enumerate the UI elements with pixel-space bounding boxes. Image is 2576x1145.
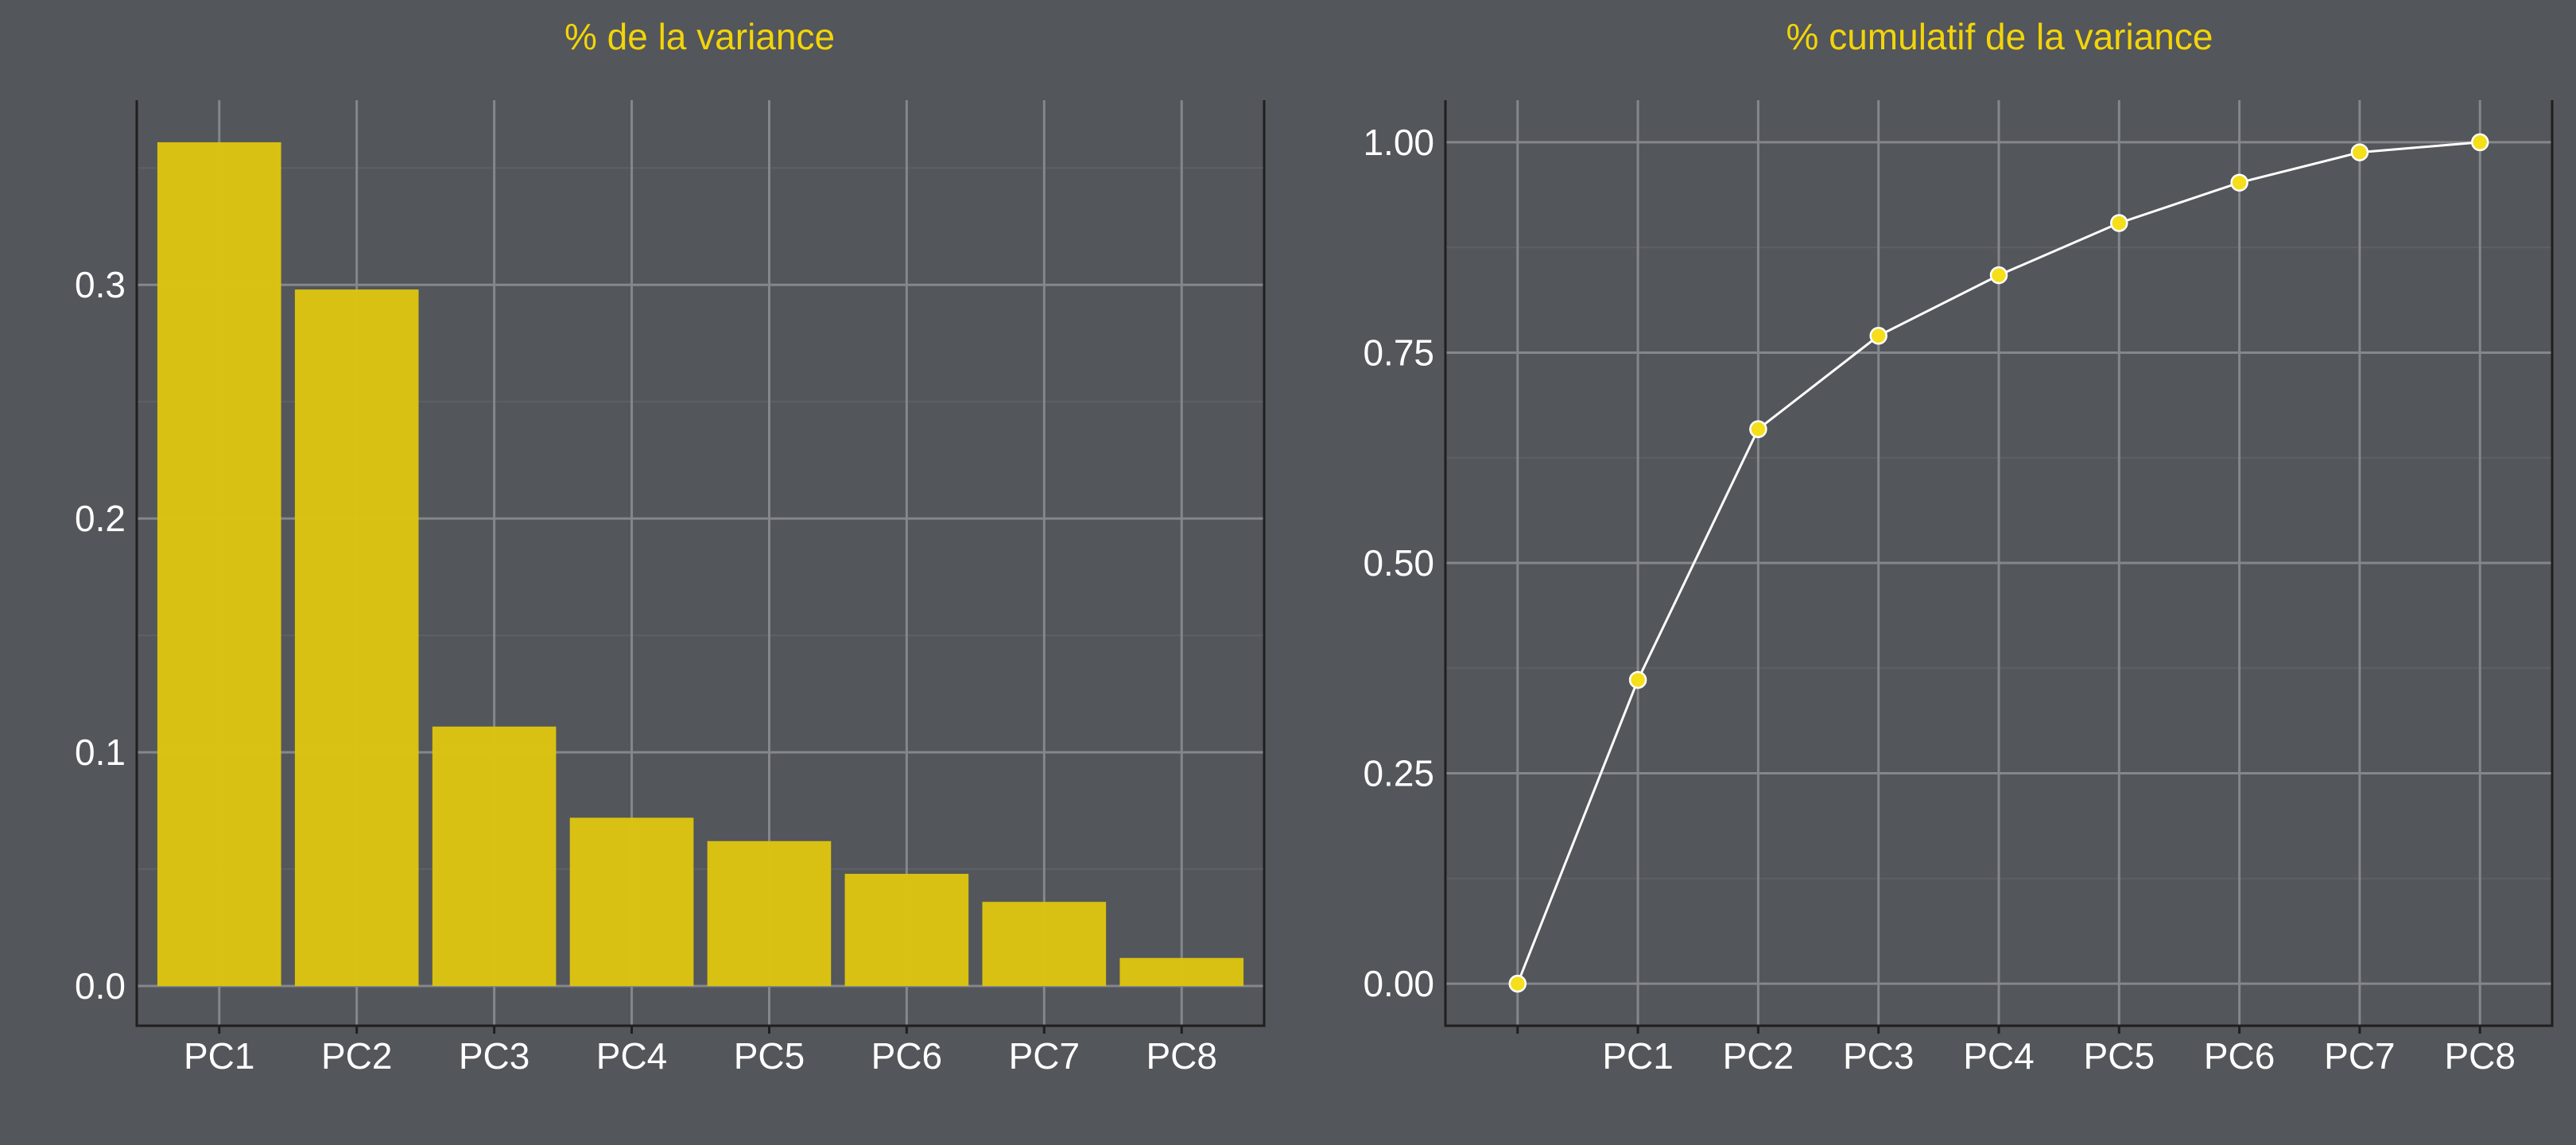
- bar-y-tick-label: 0.2: [75, 498, 126, 539]
- bar-y-tick-label: 0.3: [75, 264, 126, 305]
- cumulative-point-8: [2470, 133, 2489, 152]
- line-x-tick-label: PC8: [2444, 1035, 2515, 1077]
- line-chart-axes: [1444, 100, 2554, 1034]
- line-x-tick-label: PC3: [1843, 1035, 1914, 1077]
- bar-x-tick-label: PC5: [734, 1035, 805, 1077]
- bar-x-tick-label: PC7: [1009, 1035, 1080, 1077]
- line-x-tick-label: PC4: [1963, 1035, 2034, 1077]
- bar-x-tick-label: PC1: [184, 1035, 254, 1077]
- bar-x-tick-label: PC6: [871, 1035, 942, 1077]
- line-chart-x-tick-labels: PC1 PC2 PC3 PC4 PC5 PC6 PC7 PC8: [1602, 1035, 2516, 1077]
- line-chart-grid: [1445, 100, 2552, 1026]
- bar-pc1: [157, 142, 281, 987]
- bar-pc3: [432, 726, 557, 987]
- line-x-tick-label: PC2: [1723, 1035, 1794, 1077]
- line-y-tick-label: 0.50: [1363, 542, 1434, 584]
- cumulative-point-series: [1508, 133, 2489, 993]
- bar-pc4: [569, 817, 694, 987]
- line-chart-y-tick-labels: 0.00 0.25 0.50 0.75 1.00: [1363, 122, 1434, 1004]
- bar-y-tick-label: 0.0: [75, 965, 126, 1007]
- bar-x-tick-label: PC2: [321, 1035, 392, 1077]
- bar-x-tick-label: PC4: [596, 1035, 667, 1077]
- line-x-tick-label: PC5: [2084, 1035, 2155, 1077]
- bar-pc8: [1119, 957, 1244, 987]
- cumulative-point-5: [2110, 214, 2128, 232]
- cumulative-variance-chart: % cumulatif de la variance 0.000.250.500…: [1363, 16, 2554, 1077]
- cumulative-point-6: [2230, 173, 2248, 192]
- cumulative-point-7: [2350, 143, 2369, 161]
- bar-series: [157, 142, 1244, 987]
- line-chart-title: % cumulatif de la variance: [1787, 16, 2213, 57]
- line-y-tick-label: 1.00: [1363, 122, 1434, 163]
- bar-chart-y-tick-labels: 0.0 0.1 0.2 0.3: [75, 264, 126, 1007]
- bar-chart-title: % de la variance: [564, 16, 835, 57]
- bar-pc7: [982, 902, 1107, 987]
- line-y-tick-label: 0.00: [1363, 963, 1434, 1004]
- line-x-tick-label: PC7: [2324, 1035, 2395, 1077]
- cumulative-point-1: [1628, 670, 1647, 689]
- line-x-tick-label: PC1: [1602, 1035, 1673, 1077]
- cumulative-point-4: [1989, 266, 2008, 285]
- bar-x-tick-label: PC8: [1146, 1035, 1217, 1077]
- bar-chart-axes: [135, 100, 1266, 1034]
- cumulative-point-2: [1749, 420, 1767, 438]
- cumulative-point-3: [1869, 327, 1887, 345]
- line-y-tick-label: 0.25: [1363, 753, 1434, 794]
- bar-pc6: [844, 873, 969, 987]
- line-y-tick-label: 0.75: [1363, 332, 1434, 373]
- bar-x-tick-label: PC3: [459, 1035, 530, 1077]
- bar-chart-axis-frame: [135, 100, 1266, 1027]
- variance-bar-chart: % de la variance 0.00.10.20.3 PC1 PC2 PC3 P…: [75, 16, 1266, 1077]
- bar-y-tick-label: 0.1: [75, 732, 126, 773]
- line-x-tick-label: PC6: [2204, 1035, 2275, 1077]
- cumulative-point-0: [1508, 974, 1527, 993]
- bar-pc2: [294, 289, 419, 987]
- bar-pc5: [707, 840, 832, 987]
- bar-chart-x-tick-labels: PC1 PC2 PC3 PC4 PC5 PC6 PC7 PC8: [184, 1035, 1217, 1077]
